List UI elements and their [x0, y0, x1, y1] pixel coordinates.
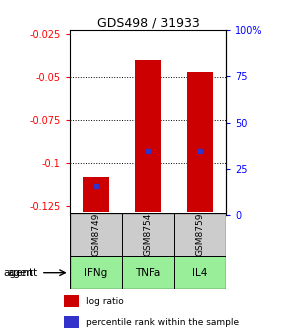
Text: agent: agent — [7, 268, 37, 278]
Text: GSM8759: GSM8759 — [195, 213, 205, 256]
Bar — [122, 213, 174, 256]
Bar — [122, 256, 174, 289]
Bar — [64, 316, 79, 328]
Title: GDS498 / 31933: GDS498 / 31933 — [97, 16, 199, 29]
Bar — [135, 59, 161, 212]
Text: GSM8754: GSM8754 — [143, 213, 153, 256]
Bar — [174, 256, 226, 289]
Text: TNFa: TNFa — [135, 268, 161, 278]
Text: IFNg: IFNg — [84, 268, 107, 278]
Text: GSM8749: GSM8749 — [91, 213, 100, 256]
Bar — [83, 177, 109, 212]
Text: IL4: IL4 — [192, 268, 208, 278]
Text: percentile rank within the sample: percentile rank within the sample — [86, 318, 239, 327]
Bar — [70, 213, 122, 256]
Bar — [174, 213, 226, 256]
Bar — [64, 295, 79, 307]
Text: log ratio: log ratio — [86, 297, 124, 306]
Bar — [187, 72, 213, 212]
Bar — [70, 256, 122, 289]
Text: agent: agent — [3, 268, 33, 278]
